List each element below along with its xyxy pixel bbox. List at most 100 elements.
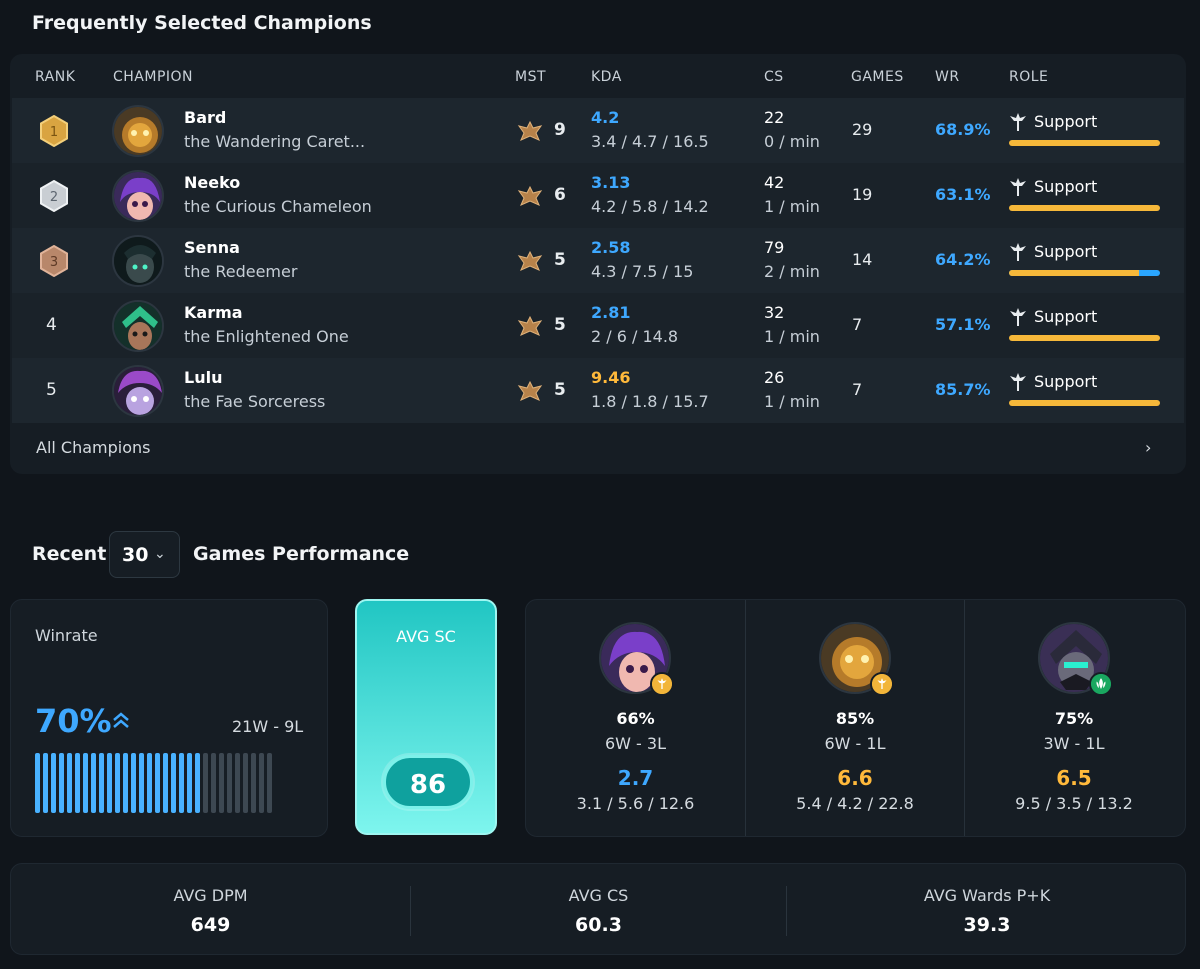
cs-per-min: 1 / min xyxy=(764,392,820,411)
bronze-medal-icon: 3 xyxy=(40,245,68,277)
winrate-value: 85.7% xyxy=(935,380,991,399)
rank-number: 5 xyxy=(46,380,57,400)
svg-text:2: 2 xyxy=(50,190,58,205)
kda-ratio: 2.81 xyxy=(591,303,631,322)
top-champion-winrate: 75% xyxy=(1054,709,1094,728)
cs-per-min: 1 / min xyxy=(764,197,820,216)
winrate-percent: 70% xyxy=(35,702,112,740)
table-row[interactable]: 5 Lulu the Fae Sorceress 5 9.46 1.8 / 1.… xyxy=(12,358,1184,423)
averages-card: AVG DPM 649 AVG CS 60.3 AVG Wards P+K 39… xyxy=(10,863,1186,955)
role-label: Support xyxy=(1034,372,1098,391)
top-champion-third[interactable]: 75% 3W - 1L 6.5 9.5 / 3.5 / 13.2 xyxy=(964,600,1183,836)
mastery-icon xyxy=(517,120,543,141)
header-wr[interactable]: WR xyxy=(935,69,960,85)
champion-name[interactable]: Lulu xyxy=(184,368,223,387)
champion-name[interactable]: Neeko xyxy=(184,173,241,192)
table-row[interactable]: 2 Neeko the Curious Chameleon 6 3.13 4.2… xyxy=(12,163,1184,228)
top-champion-kda: 6.6 xyxy=(837,766,873,790)
header-rank[interactable]: RANK xyxy=(35,69,76,85)
mastery-level: 5 xyxy=(554,380,566,400)
champion-portrait-neeko xyxy=(112,170,164,222)
games-count: 7 xyxy=(852,315,863,334)
champion-title: the Curious Chameleon xyxy=(184,197,372,216)
loss-bar xyxy=(267,753,272,813)
role-label: Support xyxy=(1034,242,1098,261)
top-champion-neeko[interactable]: 66% 6W - 3L 2.7 3.1 / 5.6 / 12.6 xyxy=(526,600,745,836)
mastery-icon xyxy=(517,185,543,206)
kda-ratio: 9.46 xyxy=(591,368,631,387)
table-row[interactable]: 3 Senna the Redeemer 5 2.58 4.3 / 7.5 / … xyxy=(12,228,1184,293)
win-bar xyxy=(115,753,120,813)
games-count: 7 xyxy=(852,380,863,399)
win-bar xyxy=(83,753,88,813)
champion-portrait-bard xyxy=(819,622,891,694)
champion-portrait-third xyxy=(1038,622,1110,694)
table-row[interactable]: 1 Bard the Wandering Caret... 9 4.2 3.4 … xyxy=(12,98,1184,163)
header-mst[interactable]: MST xyxy=(515,69,547,85)
loss-bar xyxy=(259,753,264,813)
table-body: 1 Bard the Wandering Caret... 9 4.2 3.4 … xyxy=(12,98,1184,423)
win-loss-record: 21W - 9L xyxy=(232,717,304,736)
avg-cs: AVG CS 60.3 xyxy=(411,864,786,954)
recent-label: Recent xyxy=(32,543,107,565)
loss-bar xyxy=(219,753,224,813)
chevron-right-icon[interactable]: › xyxy=(1145,438,1152,457)
games-count-select[interactable]: 30 ⌄ xyxy=(109,531,180,578)
cs-value: 79 xyxy=(764,238,785,257)
kda-detail: 2 / 6 / 14.8 xyxy=(591,327,679,346)
kda-ratio: 2.58 xyxy=(591,238,631,257)
top-champion-bard[interactable]: 85% 6W - 1L 6.6 5.4 / 4.2 / 22.8 xyxy=(745,600,964,836)
win-bar xyxy=(123,753,128,813)
champion-name[interactable]: Senna xyxy=(184,238,240,257)
table-header: RANK CHAMPION MST KDA CS GAMES WR ROLE xyxy=(10,54,1186,98)
rank-number: 4 xyxy=(46,315,57,335)
top-champions-card: 66% 6W - 3L 2.7 3.1 / 5.6 / 12.6 85% 6W … xyxy=(525,599,1186,837)
silver-medal-icon: 2 xyxy=(40,180,68,212)
avg-score-pill: 86 xyxy=(383,755,473,809)
support-role-icon xyxy=(1010,243,1026,261)
avg-cs-value: 60.3 xyxy=(575,914,622,936)
support-role-icon xyxy=(1010,178,1026,196)
support-role-icon xyxy=(1010,373,1026,391)
win-bar xyxy=(67,753,72,813)
support-role-badge-icon xyxy=(650,672,674,696)
loss-bar xyxy=(243,753,248,813)
mastery-icon xyxy=(517,315,543,336)
win-bar xyxy=(91,753,96,813)
support-role-icon xyxy=(1010,308,1026,326)
table-row[interactable]: 4 Karma the Enlightened One 5 2.81 2 / 6… xyxy=(12,293,1184,358)
mastery-level: 5 xyxy=(554,315,566,335)
divider xyxy=(786,886,787,936)
winrate-value: 57.1% xyxy=(935,315,991,334)
champion-name[interactable]: Karma xyxy=(184,303,243,322)
header-kda[interactable]: KDA xyxy=(591,69,622,85)
top-champion-kda: 6.5 xyxy=(1056,766,1092,790)
svg-text:1: 1 xyxy=(50,125,58,140)
champion-title: the Redeemer xyxy=(184,262,298,281)
winrate-value: 63.1% xyxy=(935,185,991,204)
win-bar xyxy=(195,753,200,813)
games-count: 29 xyxy=(852,120,873,139)
win-bar xyxy=(163,753,168,813)
header-games[interactable]: GAMES xyxy=(851,69,904,85)
top-champion-winrate: 85% xyxy=(835,709,875,728)
loss-bar xyxy=(251,753,256,813)
header-cs[interactable]: CS xyxy=(764,69,784,85)
cs-value: 26 xyxy=(764,368,785,387)
mastery-level: 9 xyxy=(554,120,566,140)
cs-per-min: 2 / min xyxy=(764,262,820,281)
champion-title: the Enlightened One xyxy=(184,327,349,346)
header-champion[interactable]: CHAMPION xyxy=(113,69,194,85)
support-role-icon xyxy=(1010,113,1026,131)
double-chevron-up-icon xyxy=(113,712,129,728)
avg-dpm-value: 649 xyxy=(190,914,231,936)
all-champions-link[interactable]: All Champions xyxy=(36,438,151,457)
cs-value: 22 xyxy=(764,108,785,127)
top-champion-record: 6W - 3L xyxy=(604,734,667,753)
header-role[interactable]: ROLE xyxy=(1009,69,1049,85)
champion-name[interactable]: Bard xyxy=(184,108,227,127)
win-bar xyxy=(147,753,152,813)
avg-dpm-label: AVG DPM xyxy=(173,886,248,905)
kda-ratio: 3.13 xyxy=(591,173,631,192)
kda-detail: 3.4 / 4.7 / 16.5 xyxy=(591,132,709,151)
